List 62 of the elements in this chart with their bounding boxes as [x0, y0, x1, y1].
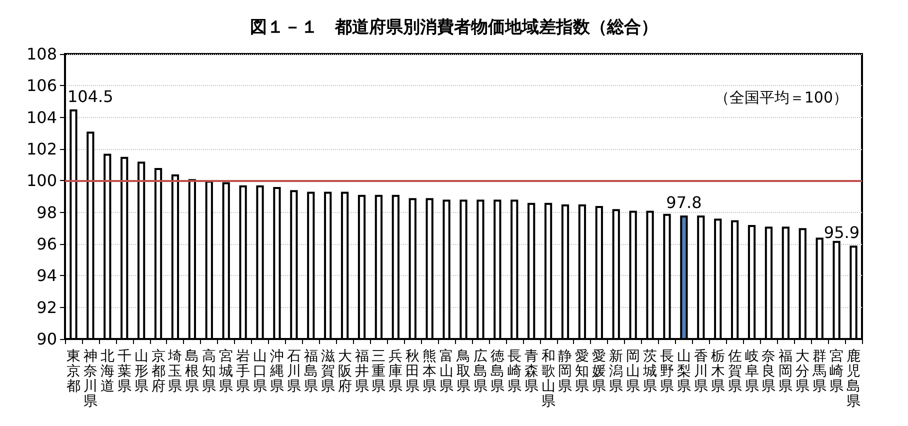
- x-tick-label: 徳島県: [490, 348, 504, 394]
- x-tick-label: 山形県: [134, 348, 148, 394]
- x-tick-label: 長崎県: [507, 348, 522, 394]
- x-tick-label: 島根県: [185, 348, 200, 394]
- y-tick-label: 96: [36, 234, 57, 254]
- x-tick-label: 富山県: [440, 348, 454, 394]
- x-tick-label: 栃木県: [710, 348, 725, 394]
- y-tick-label: 100: [26, 171, 57, 190]
- x-tick-label: 青森県: [524, 348, 538, 394]
- x-tick-label: 佐賀県: [728, 348, 742, 394]
- x-tick-label: 香川県: [694, 348, 708, 394]
- x-tick-label: 鳥取県: [456, 348, 470, 394]
- x-tick-label: 大阪府: [338, 348, 352, 394]
- x-tick-label: 熊本県: [422, 348, 437, 394]
- x-tick-label: 山口県: [253, 348, 268, 394]
- x-tick-label: 奈良県: [762, 348, 776, 394]
- x-tick-label: 沖縄県: [268, 348, 284, 394]
- x-tick-label: 愛媛県: [592, 348, 606, 394]
- x-tick-label: 鹿児島県: [846, 348, 861, 410]
- y-tick-label: 106: [26, 76, 57, 96]
- x-tick-label: 長野県: [660, 348, 674, 394]
- data-label: 104.5: [67, 86, 114, 106]
- x-tick-label: 福岡県: [778, 348, 793, 394]
- x-tick-label: 滋賀県: [320, 348, 335, 394]
- x-tick-label: 兵庫県: [388, 348, 403, 394]
- y-tick-label: 92: [36, 298, 57, 317]
- x-tick-label: 岩手県: [236, 348, 250, 394]
- x-tick-label: 広島県: [473, 348, 488, 394]
- chart-title: 図１－１ 都道府県別消費者物価地域差指数（総合）: [250, 18, 658, 38]
- x-tick-label: 北海道: [100, 348, 114, 394]
- x-tick-label: 山梨県: [676, 348, 691, 394]
- y-tick-label: 102: [26, 140, 57, 158]
- annotation: （全国平均＝100）: [714, 88, 848, 106]
- x-tick-label: 岐阜県: [744, 348, 759, 394]
- y-tick-label: 108: [26, 44, 57, 64]
- data-label: 95.9: [824, 223, 860, 242]
- y-tick-label: 104: [26, 108, 57, 127]
- x-tick-label: 大分県: [796, 348, 810, 394]
- x-tick-label: 福島県: [304, 348, 318, 394]
- x-tick-label: 東京都: [66, 348, 80, 394]
- x-tick-label: 神奈川県: [83, 348, 98, 410]
- x-tick-label: 石川県: [286, 348, 301, 394]
- x-tick-label: 秋田県: [406, 348, 420, 394]
- data-label: 97.8: [666, 193, 702, 212]
- x-tick-label: 福井県: [354, 348, 369, 394]
- y-tick-label: 94: [36, 266, 57, 286]
- x-tick-label: 岡山県: [626, 348, 640, 394]
- x-tick-label: 宮城県: [218, 348, 234, 394]
- y-tick-label: 98: [36, 202, 57, 222]
- x-tick-label: 和歌山県: [541, 348, 556, 410]
- x-tick-label: 静岡県: [558, 348, 572, 394]
- x-tick-label: 三重県: [372, 348, 386, 394]
- x-tick-label: 埼玉県: [167, 348, 182, 394]
- y-tick-label: 90: [36, 330, 57, 348]
- x-tick-label: 愛知県: [575, 348, 590, 394]
- x-tick-label: 群馬県: [812, 348, 827, 394]
- x-tick-label: 千葉県: [117, 348, 132, 394]
- x-tick-label: 宮崎県: [830, 348, 844, 394]
- x-tick-label: 高知県: [202, 348, 216, 394]
- x-tick-label: 新潟県: [609, 348, 624, 394]
- x-tick-label: 茨城県: [642, 348, 658, 394]
- x-tick-label: 京都府: [151, 348, 166, 394]
